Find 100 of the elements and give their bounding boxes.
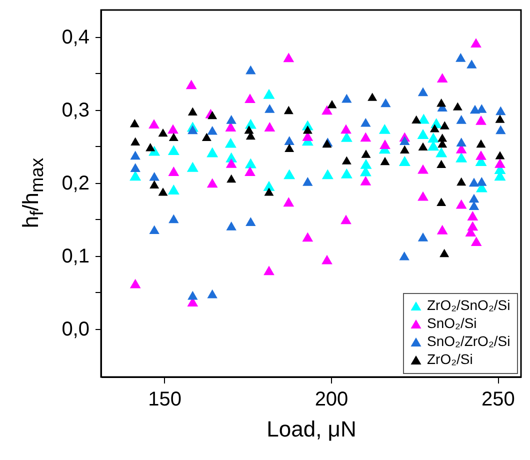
point [226,115,236,124]
point [149,172,160,181]
point [340,168,352,178]
y-tick-label: 0,0 [62,318,90,340]
x-tick-label: 200 [314,388,348,410]
point [130,150,140,160]
point [246,217,256,226]
point [207,126,218,135]
point [264,266,274,276]
point [418,87,428,96]
y-tick-label: 0,1 [62,245,90,268]
point [456,53,466,62]
point [476,104,487,113]
point [244,94,256,103]
point [436,160,446,168]
point [322,169,334,180]
point [494,158,506,168]
point [208,110,218,120]
point [456,199,467,209]
point [400,145,410,154]
point [244,166,256,176]
point [158,128,168,137]
point [302,126,312,134]
y-tick-label: 0,3 [62,99,90,122]
point [436,73,448,83]
point [368,92,378,101]
point [327,100,337,108]
point [418,142,428,151]
point [322,105,332,115]
point [495,151,505,160]
point [263,88,275,99]
y-tick-label: 0,4 [62,26,90,48]
point [340,214,352,224]
point [378,124,390,134]
point [188,125,198,134]
point [226,174,236,183]
point [360,176,372,186]
point [456,115,466,124]
legend-label: ZrO₂/Si [427,351,473,367]
point [418,232,428,242]
x-axis-title: Load, μN [266,416,356,442]
point [418,191,428,201]
point [436,98,446,107]
point [168,124,178,134]
point [468,178,480,187]
point [360,132,372,142]
point [264,104,275,113]
point [224,138,236,148]
point [244,126,254,134]
point [206,178,218,188]
point [412,115,422,124]
point [264,122,276,132]
point [150,180,160,188]
point [226,222,236,230]
point [342,156,352,164]
point [466,60,477,68]
legend-label: SnO₂/Si [427,315,477,331]
point [225,122,236,132]
point [342,94,352,103]
point [130,170,142,181]
point [340,124,352,134]
point [456,138,466,146]
point [158,188,168,196]
point [130,137,140,146]
point [264,188,274,196]
legend-label: SnO₂/ZrO₂/Si [427,333,510,349]
point [130,163,140,172]
point [130,118,140,128]
point [470,38,482,48]
point [399,251,410,260]
point [495,114,505,123]
point [206,147,218,158]
point [398,156,410,166]
point [380,156,390,166]
point [149,225,160,234]
point [246,65,256,74]
point [168,184,180,194]
point [284,136,294,146]
point [476,177,487,186]
point [202,132,212,142]
point [438,134,448,142]
point [436,198,446,206]
point [456,177,466,186]
point [302,232,314,242]
point [130,278,141,288]
point [186,162,198,172]
point [302,177,313,186]
point [188,290,198,300]
point [468,194,480,203]
point [284,169,296,180]
point [284,106,294,114]
point [380,140,390,149]
point [467,211,478,220]
point [456,152,468,162]
point [476,150,486,160]
point [168,166,180,176]
point [283,52,294,62]
y-tick-label: 0,2 [62,172,90,194]
point [146,143,156,152]
point [322,254,332,264]
